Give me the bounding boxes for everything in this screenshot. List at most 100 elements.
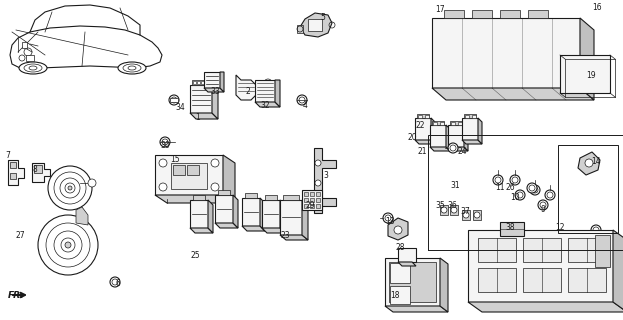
Bar [204, 72, 220, 88]
Text: 22: 22 [416, 121, 425, 130]
Polygon shape [215, 223, 238, 228]
Bar [430, 125, 446, 147]
Ellipse shape [38, 215, 98, 275]
Bar [568, 268, 606, 292]
Bar [451, 122, 455, 125]
Bar [523, 268, 561, 292]
Bar [297, 25, 303, 33]
Ellipse shape [527, 183, 537, 193]
Bar [310, 204, 314, 208]
Bar [458, 122, 462, 125]
Bar [310, 192, 314, 196]
Bar [245, 193, 257, 198]
Text: 30: 30 [160, 140, 170, 149]
Text: 14: 14 [591, 157, 601, 166]
Polygon shape [76, 207, 88, 225]
Polygon shape [220, 72, 224, 92]
Polygon shape [580, 18, 594, 100]
Bar [433, 122, 437, 125]
Polygon shape [302, 200, 308, 240]
Ellipse shape [448, 143, 458, 153]
Bar [193, 195, 205, 200]
Ellipse shape [383, 213, 393, 223]
Text: 26: 26 [505, 183, 515, 193]
Bar [304, 198, 308, 202]
Polygon shape [415, 140, 435, 144]
Bar [417, 114, 429, 118]
Ellipse shape [451, 207, 457, 213]
Polygon shape [242, 226, 265, 231]
Ellipse shape [19, 62, 47, 74]
Ellipse shape [48, 166, 92, 210]
Ellipse shape [591, 225, 601, 235]
Bar [304, 204, 308, 208]
Polygon shape [462, 140, 482, 144]
Bar [201, 81, 204, 84]
Bar [468, 230, 613, 302]
Text: 17: 17 [435, 5, 445, 14]
Polygon shape [155, 195, 235, 203]
Text: 36: 36 [447, 201, 457, 210]
Polygon shape [385, 306, 448, 312]
Polygon shape [300, 13, 332, 37]
Bar [22, 42, 27, 48]
Text: 28: 28 [395, 244, 405, 252]
Bar [310, 198, 314, 202]
Bar [462, 118, 478, 140]
Text: 25: 25 [190, 252, 200, 260]
Text: 31: 31 [450, 180, 460, 189]
Ellipse shape [110, 277, 120, 287]
Text: 33: 33 [210, 87, 220, 97]
Polygon shape [398, 262, 416, 266]
Text: 15: 15 [170, 156, 180, 164]
Bar [465, 115, 469, 118]
Polygon shape [468, 302, 623, 312]
Polygon shape [255, 102, 280, 107]
Ellipse shape [315, 160, 321, 166]
Bar [262, 200, 280, 228]
Ellipse shape [68, 186, 72, 190]
Polygon shape [212, 85, 218, 119]
Text: 34: 34 [175, 103, 185, 113]
Bar [302, 190, 322, 210]
Bar [398, 248, 416, 262]
Polygon shape [262, 228, 285, 233]
Ellipse shape [65, 242, 71, 248]
Bar [197, 81, 200, 84]
Bar [472, 10, 492, 18]
Ellipse shape [538, 200, 548, 210]
Ellipse shape [88, 179, 96, 187]
Bar [595, 235, 610, 267]
Bar [432, 121, 444, 125]
Text: 8: 8 [32, 165, 37, 174]
Bar [428, 135, 623, 250]
Bar [170, 98, 178, 102]
Bar [425, 115, 429, 118]
Bar [473, 210, 481, 220]
Polygon shape [478, 118, 482, 144]
Polygon shape [388, 218, 408, 240]
Polygon shape [204, 88, 224, 92]
Ellipse shape [169, 95, 179, 105]
Bar [26, 55, 34, 61]
Bar [316, 204, 320, 208]
Polygon shape [190, 113, 218, 119]
Text: 16: 16 [592, 4, 602, 12]
Polygon shape [578, 152, 600, 175]
Bar [500, 222, 524, 236]
Polygon shape [432, 88, 594, 100]
Polygon shape [314, 148, 336, 213]
Text: FR.: FR. [8, 291, 24, 300]
Polygon shape [440, 258, 448, 312]
Bar [155, 155, 223, 195]
Text: 20: 20 [407, 133, 417, 142]
Text: 5: 5 [321, 13, 325, 22]
Ellipse shape [585, 159, 593, 167]
Bar [478, 238, 516, 262]
Bar [464, 114, 476, 118]
Bar [462, 210, 470, 220]
Polygon shape [236, 75, 256, 100]
Text: 35: 35 [435, 201, 445, 210]
Bar [10, 173, 16, 179]
Ellipse shape [510, 175, 520, 185]
